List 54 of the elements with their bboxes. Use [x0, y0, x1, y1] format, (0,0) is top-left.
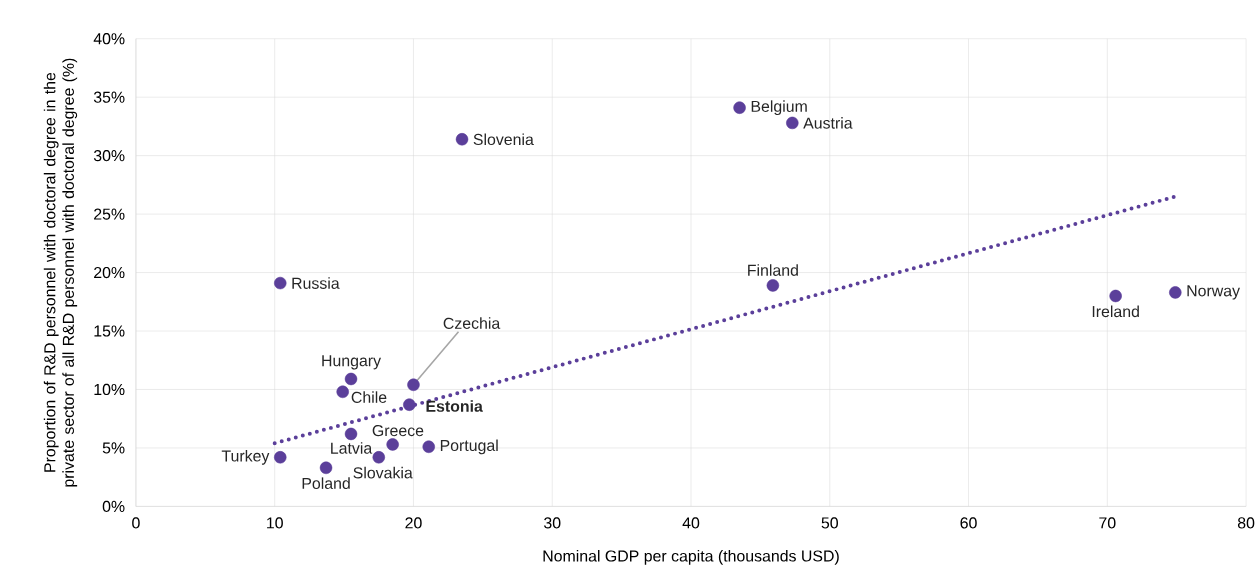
annotation: Czechia	[443, 317, 501, 330]
point	[403, 398, 416, 411]
annotation: Finland	[748, 264, 798, 276]
annotation: Norway	[1187, 285, 1240, 300]
point	[407, 378, 420, 392]
x-tick-label: 80	[1237, 517, 1255, 529]
y-tick-label: 35%	[93, 91, 125, 103]
point	[786, 116, 799, 130]
x-tick-label: 10	[267, 517, 283, 529]
point	[336, 385, 349, 399]
y-tick-label: 20%	[94, 267, 125, 279]
x-tick-label: 50	[821, 517, 838, 529]
annotation: Slovenia	[473, 133, 534, 146]
point	[274, 276, 287, 290]
annotation: Hungary	[322, 355, 381, 370]
x-tick-label: 30	[544, 517, 561, 529]
annotation: Greece	[372, 425, 424, 437]
x-tick-label: 70	[1099, 517, 1116, 529]
point	[766, 279, 780, 292]
y-tick-label: 10%	[94, 383, 125, 396]
annotation: Ireland	[1092, 305, 1139, 318]
annotation: Estonia	[426, 400, 483, 412]
annotation: Portugal	[440, 439, 498, 455]
annotation: Slovakia	[353, 466, 413, 479]
x-tick-label: 40	[682, 517, 700, 529]
y-tick-label: 15%	[94, 325, 125, 337]
annotation: Poland	[302, 477, 350, 490]
x-tick-label: 60	[960, 517, 977, 529]
point	[344, 372, 358, 386]
x-tick-label: 0	[132, 517, 140, 529]
point	[386, 438, 399, 451]
point	[733, 101, 746, 115]
point	[1109, 289, 1122, 303]
annotation: Chile	[351, 391, 387, 404]
point	[455, 133, 469, 146]
x-axis-title: Nominal GDP per capita (thousands USD)	[543, 550, 839, 565]
annotation: Turkey	[221, 449, 270, 465]
y-tick-label: 30%	[93, 150, 125, 162]
annotation: Belgium	[751, 100, 807, 116]
y-tick-label: 25%	[94, 208, 125, 220]
point	[372, 451, 386, 464]
y-tick-label: 40%	[93, 33, 125, 45]
point	[344, 427, 358, 441]
x-tick-label: 20	[405, 517, 422, 529]
point	[1169, 286, 1182, 299]
annotation: Austria	[803, 117, 853, 129]
y-tick-label: 0%	[102, 500, 125, 513]
point	[274, 451, 287, 464]
point	[319, 461, 333, 475]
annotation: Russia	[292, 277, 340, 289]
y-axis-title: Proportion of R&D personnel with doctoral degree in the private sector of all R&D personnel with doctoral degree (%)	[43, 58, 78, 487]
annotation: Latvia	[331, 442, 373, 454]
y-tick-label: 5%	[102, 442, 125, 454]
point	[422, 440, 435, 454]
